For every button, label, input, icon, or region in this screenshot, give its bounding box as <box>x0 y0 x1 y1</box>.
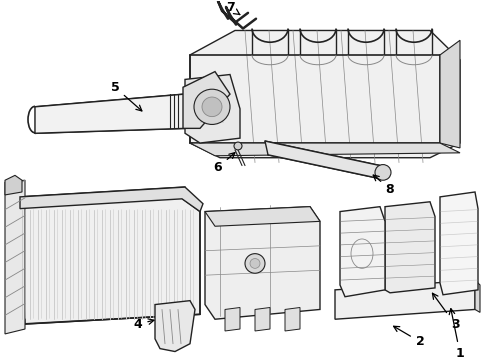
Polygon shape <box>35 94 185 133</box>
Circle shape <box>375 165 391 180</box>
Circle shape <box>250 258 260 268</box>
Text: 3: 3 <box>433 293 459 330</box>
Polygon shape <box>335 280 475 319</box>
Polygon shape <box>5 175 22 195</box>
Text: 2: 2 <box>393 326 424 348</box>
Text: 8: 8 <box>373 175 394 195</box>
Polygon shape <box>225 307 240 331</box>
Polygon shape <box>265 141 383 179</box>
Polygon shape <box>5 180 25 334</box>
Text: 1: 1 <box>449 309 465 360</box>
Polygon shape <box>155 301 195 352</box>
Polygon shape <box>185 75 240 143</box>
Text: 5: 5 <box>111 81 142 111</box>
Polygon shape <box>20 187 203 212</box>
Polygon shape <box>255 307 270 331</box>
Text: 6: 6 <box>214 153 235 174</box>
Polygon shape <box>385 202 435 293</box>
Polygon shape <box>183 72 230 129</box>
Polygon shape <box>285 307 300 331</box>
Polygon shape <box>440 192 478 295</box>
Polygon shape <box>20 197 200 324</box>
Polygon shape <box>205 207 320 319</box>
Polygon shape <box>440 40 460 148</box>
Polygon shape <box>205 207 320 226</box>
Circle shape <box>234 142 242 150</box>
Polygon shape <box>475 280 480 312</box>
Circle shape <box>202 97 222 117</box>
Text: 7: 7 <box>225 1 240 15</box>
Polygon shape <box>340 207 385 297</box>
Polygon shape <box>190 143 460 156</box>
Circle shape <box>194 89 230 125</box>
Circle shape <box>245 254 265 273</box>
Text: 4: 4 <box>134 318 154 330</box>
Polygon shape <box>190 31 460 158</box>
